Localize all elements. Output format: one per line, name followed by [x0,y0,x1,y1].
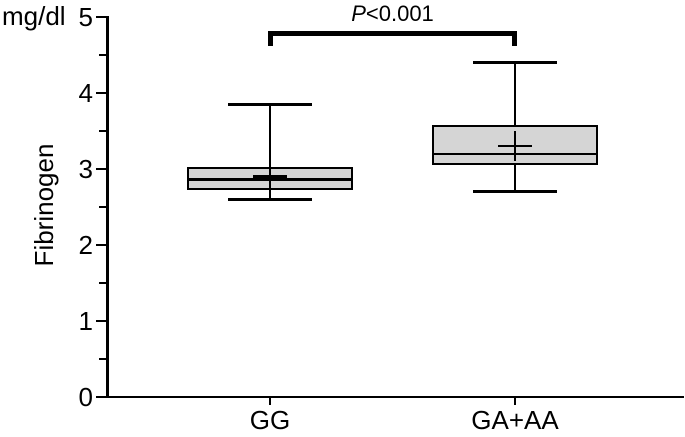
whisker-stem-upper-gg [268,104,272,168]
y-tick-major [96,15,106,19]
whisker-cap-lower-ga-aa [473,190,557,194]
x-tick-ga-aa [513,397,517,405]
y-tick-major [96,167,106,171]
significance-bracket-left-tick [268,31,273,46]
y-tick-minor [99,129,106,133]
y-tick-minor [99,357,106,361]
x-axis-line [106,395,684,398]
whisker-cap-lower-gg [228,197,312,201]
y-tick-minor [99,53,106,57]
y-tick-label: 4 [78,78,93,108]
y-tick-minor [99,281,106,285]
y-axis-line [106,16,109,398]
y-tick-label: 3 [78,154,93,184]
whisker-cap-upper-ga-aa [473,61,557,65]
y-tick-major [96,91,106,95]
whisker-stem-lower-ga-aa [513,165,517,192]
y-tick-label: 1 [78,306,93,336]
mean-marker-v-gg [268,161,272,192]
x-category-label-gg: GG [249,405,291,435]
whisker-stem-lower-gg [268,190,272,200]
y-tick-major [96,319,106,323]
mean-marker-v-ga-aa [513,131,517,162]
whisker-cap-upper-gg [228,102,312,106]
y-tick-major [96,243,106,247]
p-value-text: <0.001 [365,1,434,26]
y-axis-title: Fibrinogen [29,143,59,267]
y-tick-minor [99,205,106,209]
x-category-label-ga-aa: GA+AA [471,405,559,435]
whisker-stem-upper-ga-aa [513,62,517,125]
y-tick-major [96,395,106,399]
y-tick-label: 5 [78,2,93,32]
p-value-annotation: P<0.001 [268,2,517,26]
y-tick-label: 0 [78,382,93,412]
y-tick-label: 2 [78,230,93,260]
y-axis-units-label: mg/dl [2,1,66,31]
significance-bracket-right-tick [512,31,517,46]
x-tick-gg [268,397,272,405]
p-symbol: P [351,1,366,26]
significance-bracket-bar [268,31,517,36]
